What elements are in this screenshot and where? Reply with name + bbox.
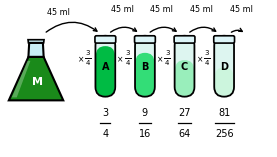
FancyBboxPatch shape (96, 46, 115, 96)
Polygon shape (28, 40, 44, 43)
FancyBboxPatch shape (96, 36, 115, 97)
Text: D: D (220, 62, 228, 72)
Text: 3: 3 (125, 50, 130, 56)
FancyBboxPatch shape (214, 36, 234, 97)
FancyBboxPatch shape (135, 53, 154, 96)
FancyBboxPatch shape (214, 36, 235, 43)
FancyArrowPatch shape (150, 27, 176, 32)
Text: 45 ml: 45 ml (47, 8, 70, 17)
Text: A: A (102, 62, 109, 72)
Text: 4: 4 (205, 60, 209, 66)
Polygon shape (29, 43, 44, 57)
FancyBboxPatch shape (174, 36, 195, 43)
Text: 45 ml: 45 ml (190, 5, 213, 14)
Text: 27: 27 (178, 108, 191, 118)
Text: 4: 4 (125, 60, 130, 66)
Text: 3: 3 (86, 50, 90, 56)
Text: ×: × (197, 55, 203, 64)
FancyArrowPatch shape (231, 28, 242, 32)
FancyBboxPatch shape (175, 60, 194, 96)
Text: 4: 4 (86, 60, 90, 66)
Text: B: B (141, 62, 149, 72)
Text: 3: 3 (205, 50, 209, 56)
FancyArrowPatch shape (190, 27, 216, 32)
Text: 45 ml: 45 ml (111, 5, 134, 14)
FancyBboxPatch shape (135, 36, 155, 97)
FancyBboxPatch shape (175, 36, 194, 97)
Text: 16: 16 (139, 129, 151, 139)
Text: 45 ml: 45 ml (150, 5, 173, 14)
Text: 256: 256 (215, 129, 234, 139)
Text: M: M (32, 77, 43, 87)
FancyBboxPatch shape (95, 36, 116, 43)
FancyArrowPatch shape (111, 27, 137, 32)
Polygon shape (12, 61, 30, 97)
Text: 81: 81 (218, 108, 230, 118)
Text: 3: 3 (165, 50, 170, 56)
Text: ×: × (117, 55, 124, 64)
Text: 4: 4 (165, 60, 170, 66)
Text: 9: 9 (142, 108, 148, 118)
Text: ×: × (78, 55, 84, 64)
Text: ×: × (157, 55, 163, 64)
Text: 64: 64 (178, 129, 191, 139)
Text: C: C (181, 62, 188, 72)
FancyArrowPatch shape (46, 22, 97, 32)
Text: 3: 3 (102, 108, 108, 118)
FancyBboxPatch shape (215, 68, 234, 96)
Text: 45 ml: 45 ml (230, 5, 252, 14)
FancyBboxPatch shape (135, 36, 155, 43)
Polygon shape (9, 57, 63, 100)
Text: 4: 4 (102, 129, 108, 139)
